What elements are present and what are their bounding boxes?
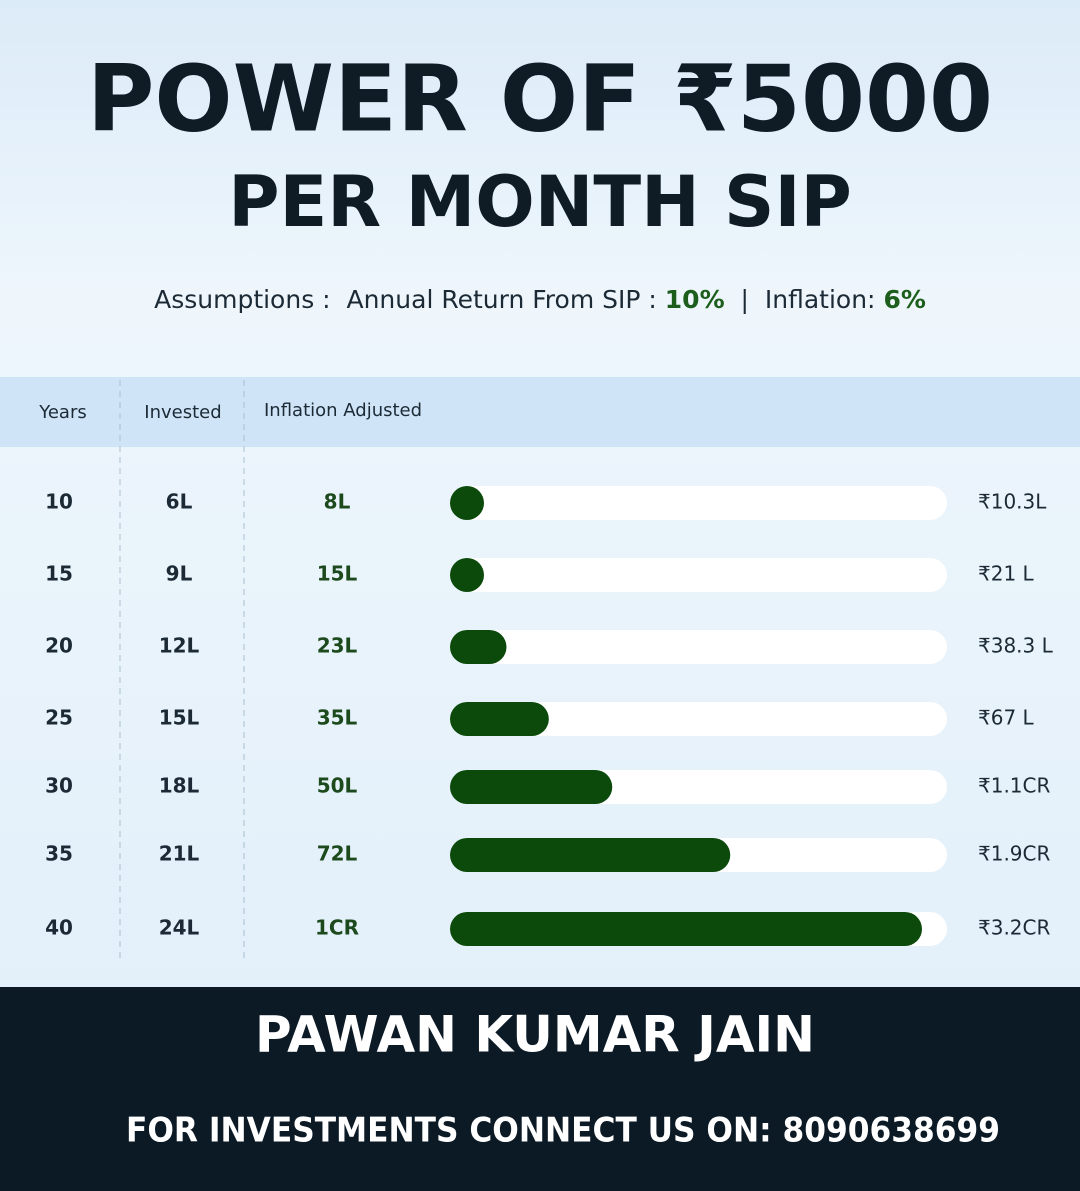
separator: | (741, 285, 749, 314)
footer (0, 987, 1080, 1191)
inflation-rate: 6% (883, 285, 925, 314)
return-rate: 10% (665, 285, 725, 314)
bar (450, 770, 613, 804)
footer-name: PAWAN KUMAR JAIN (255, 1006, 815, 1064)
inflation-adjusted: 50L (317, 774, 358, 798)
year: 15 (45, 562, 73, 586)
assumptions-label: Assumptions : Annual Return From SIP : (154, 285, 657, 314)
inflation-adjusted: 35L (317, 706, 358, 730)
subtitle: PER MONTH SIP (228, 161, 852, 243)
year: 25 (45, 706, 73, 730)
inflation-adjusted: 23L (317, 634, 358, 658)
assumptions: Assumptions : Annual Return From SIP : 1… (154, 285, 926, 314)
bar (450, 838, 731, 872)
value-label: ₹21 L (978, 562, 1035, 586)
invested: 12L (159, 634, 200, 658)
year: 40 (45, 916, 73, 940)
invested: 9L (166, 562, 193, 586)
year: 30 (45, 774, 73, 798)
column-header: Years (38, 402, 87, 423)
footer-contact: FOR INVESTMENTS CONNECT US ON: 809063869… (126, 1111, 1000, 1151)
table-header-band (0, 377, 1080, 447)
bar (450, 558, 484, 592)
year: 20 (45, 634, 73, 658)
value-label: ₹3.2CR (978, 916, 1050, 940)
title: POWER OF ₹5000 (87, 45, 993, 152)
inflation-adjusted: 1CR (315, 916, 359, 940)
invested: 24L (159, 916, 200, 940)
bar (450, 486, 484, 520)
column-header: Invested (144, 402, 221, 423)
invested: 21L (159, 842, 200, 866)
invested: 15L (159, 706, 200, 730)
bar-track (450, 486, 947, 520)
value-label: ₹67 L (978, 706, 1035, 730)
inflation-adjusted: 15L (317, 562, 358, 586)
value-label: ₹1.9CR (978, 842, 1050, 866)
invested: 6L (166, 490, 193, 514)
value-label: ₹1.1CR (978, 774, 1050, 798)
bar-track (450, 558, 947, 592)
column-header: Inflation Adjusted (264, 400, 422, 421)
year: 35 (45, 842, 73, 866)
bar (450, 912, 922, 946)
value-label: ₹38.3 L (978, 634, 1054, 658)
inflation-label: Inflation: (765, 285, 876, 314)
inflation-adjusted: 8L (324, 490, 351, 514)
value-label: ₹10.3L (978, 490, 1047, 514)
invested: 18L (159, 774, 200, 798)
bar-track (450, 702, 947, 736)
year: 10 (45, 490, 73, 514)
bar (450, 630, 507, 664)
inflation-adjusted: 72L (317, 842, 358, 866)
bar (450, 702, 549, 736)
bar-track (450, 630, 947, 664)
